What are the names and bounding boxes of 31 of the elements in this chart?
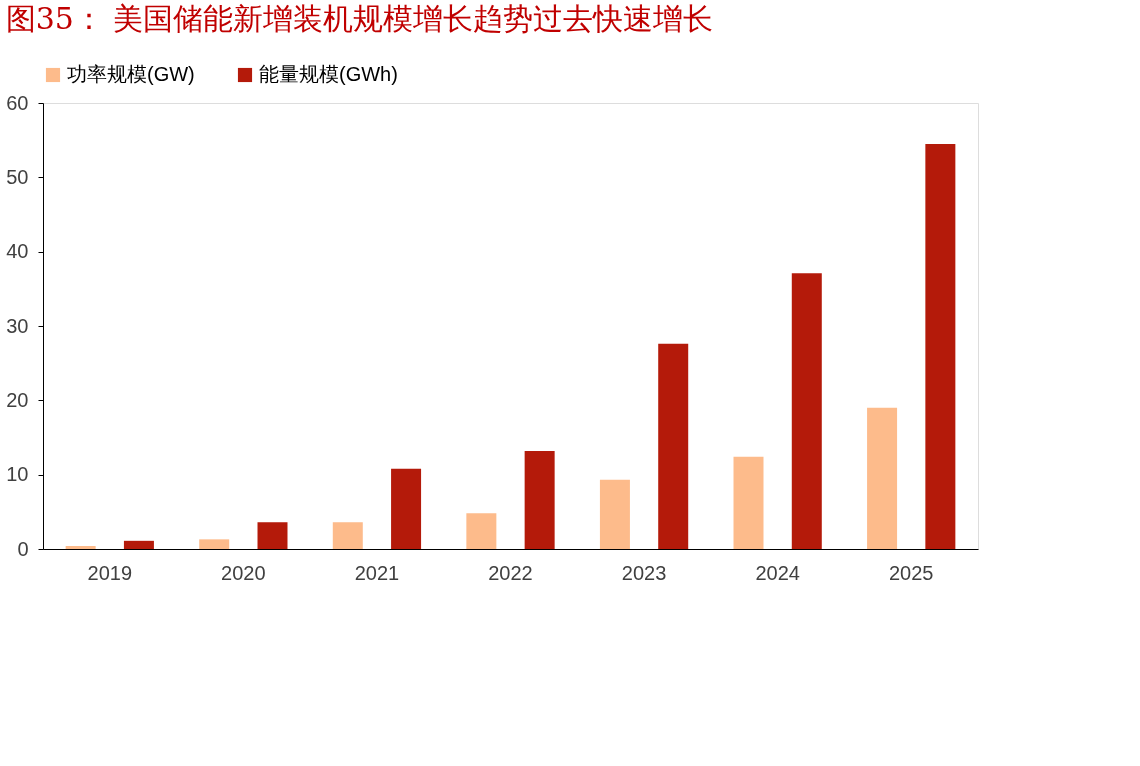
x-tick-label: 2025 (888, 561, 934, 584)
y-tick-label: 40 (6, 240, 29, 263)
y-tick-label: 0 (17, 537, 29, 560)
x-tick-label: 2021 (354, 561, 400, 584)
bar (925, 143, 956, 549)
bar (391, 468, 422, 549)
bar (257, 522, 288, 549)
y-tick-label: 20 (6, 388, 29, 411)
bar (658, 343, 689, 549)
x-tick-label: 2019 (87, 561, 133, 584)
x-tick-label: 2023 (621, 561, 667, 584)
bar (123, 540, 154, 549)
bar (199, 539, 230, 549)
bar (332, 522, 363, 549)
bar (791, 273, 822, 549)
y-tick-label: 60 (6, 91, 29, 114)
y-tick-label: 50 (6, 165, 29, 188)
y-tick-label: 10 (6, 463, 29, 486)
bar (524, 450, 555, 549)
legend-label: 能量规模(GWh) (259, 63, 398, 85)
legend-label: 功率规模(GW) (67, 63, 195, 85)
x-tick-label: 2020 (221, 561, 266, 584)
bar (65, 546, 96, 549)
bar (867, 407, 898, 549)
x-tick-label: 2024 (755, 561, 800, 584)
bar (466, 513, 497, 549)
chart-title: 图35： 美国储能新增装机规模增长趋势过去快速增长 (5, 1, 714, 36)
x-tick-label: 2022 (488, 561, 533, 584)
y-tick-label: 30 (6, 314, 29, 337)
bar (733, 456, 764, 549)
bar (599, 479, 630, 549)
